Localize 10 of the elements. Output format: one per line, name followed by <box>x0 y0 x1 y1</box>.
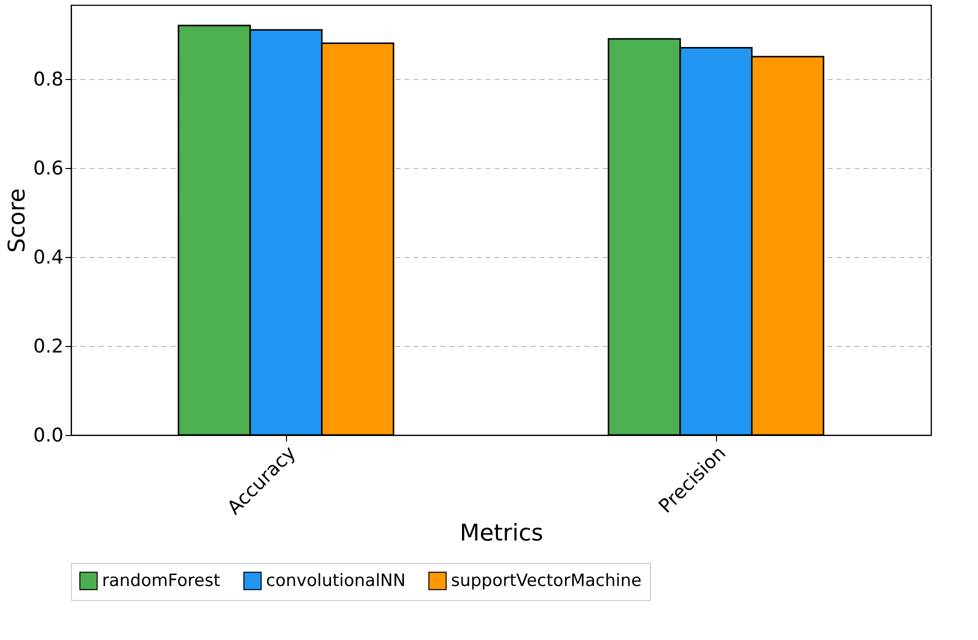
y-tick-label: 0.8 <box>33 68 64 90</box>
legend-label: convolutionalNN <box>266 570 406 591</box>
y-tick-label: 0.2 <box>33 335 64 358</box>
legend-label: supportVectorMachine <box>451 570 642 591</box>
y-axis-title: Score <box>4 188 30 253</box>
y-tick-label: 0.4 <box>33 246 64 268</box>
y-tick-label: 0.6 <box>33 157 64 180</box>
legend-label: randomForest <box>102 570 220 591</box>
x-axis-title: Metrics <box>460 520 544 546</box>
y-tick-label: 0.0 <box>33 424 64 446</box>
